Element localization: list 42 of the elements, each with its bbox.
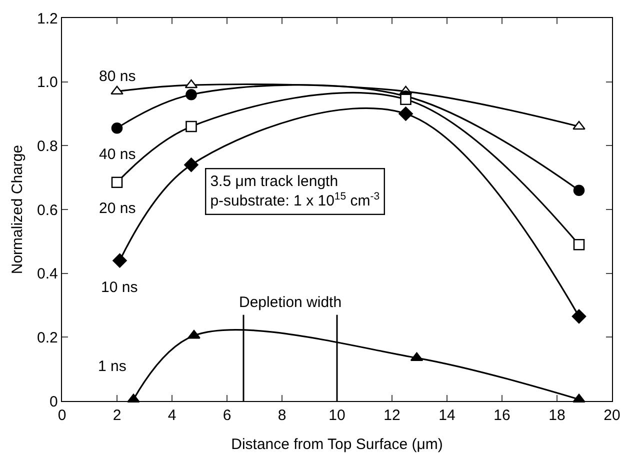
x-tick-label: 2 — [112, 407, 122, 424]
point — [400, 94, 412, 106]
point — [186, 88, 197, 100]
y-axis-title: Normalized Charge — [8, 144, 26, 274]
point — [398, 106, 413, 121]
point — [112, 253, 127, 268]
annotation: 3.5 μm track length p-substrate: 1 x 10$^{15}$ cm$^{-3}$ — [210, 173, 380, 210]
x-axis-title: Distance from Top Surface (μm) — [231, 436, 443, 453]
x-tick-label: 4 — [168, 407, 176, 424]
y-tick-label: 0 — [50, 393, 58, 410]
point — [188, 330, 200, 339]
y-tick-label: 0.8 — [37, 138, 58, 155]
series-label: 1 ns — [98, 358, 126, 375]
point — [573, 184, 585, 196]
point — [572, 120, 586, 130]
y-tick-label: 1.2 — [37, 10, 58, 28]
point — [184, 79, 198, 88]
x-tick-label: 18 — [548, 407, 566, 424]
point — [186, 120, 197, 132]
x-tick-label: 6 — [222, 407, 232, 424]
point — [184, 158, 198, 172]
x-tick-label: 20 — [604, 407, 620, 424]
series-label: 40 ns — [99, 146, 136, 163]
annotation: Depletion width — [239, 294, 342, 311]
point — [111, 122, 123, 134]
point — [110, 86, 124, 95]
series-label: 10 ns — [101, 279, 138, 296]
series-label: 20 ns — [99, 200, 136, 217]
point — [573, 238, 585, 250]
y-tick-label: 0.4 — [37, 266, 58, 283]
point — [111, 176, 123, 188]
point — [410, 352, 424, 362]
x-tick-label: 14 — [438, 407, 456, 424]
y-tick-label: 0.6 — [37, 202, 58, 219]
y-tick-label: 1.0 — [37, 74, 58, 92]
point — [572, 309, 586, 324]
x-tick-label: 8 — [278, 407, 286, 424]
x-tick-label: 16 — [494, 407, 510, 424]
x-tick-label: 12 — [384, 407, 400, 424]
y-tick-label: 0.2 — [37, 329, 58, 346]
series-label: 80 ns — [99, 68, 136, 85]
x-tick-label: 10 — [328, 407, 346, 424]
